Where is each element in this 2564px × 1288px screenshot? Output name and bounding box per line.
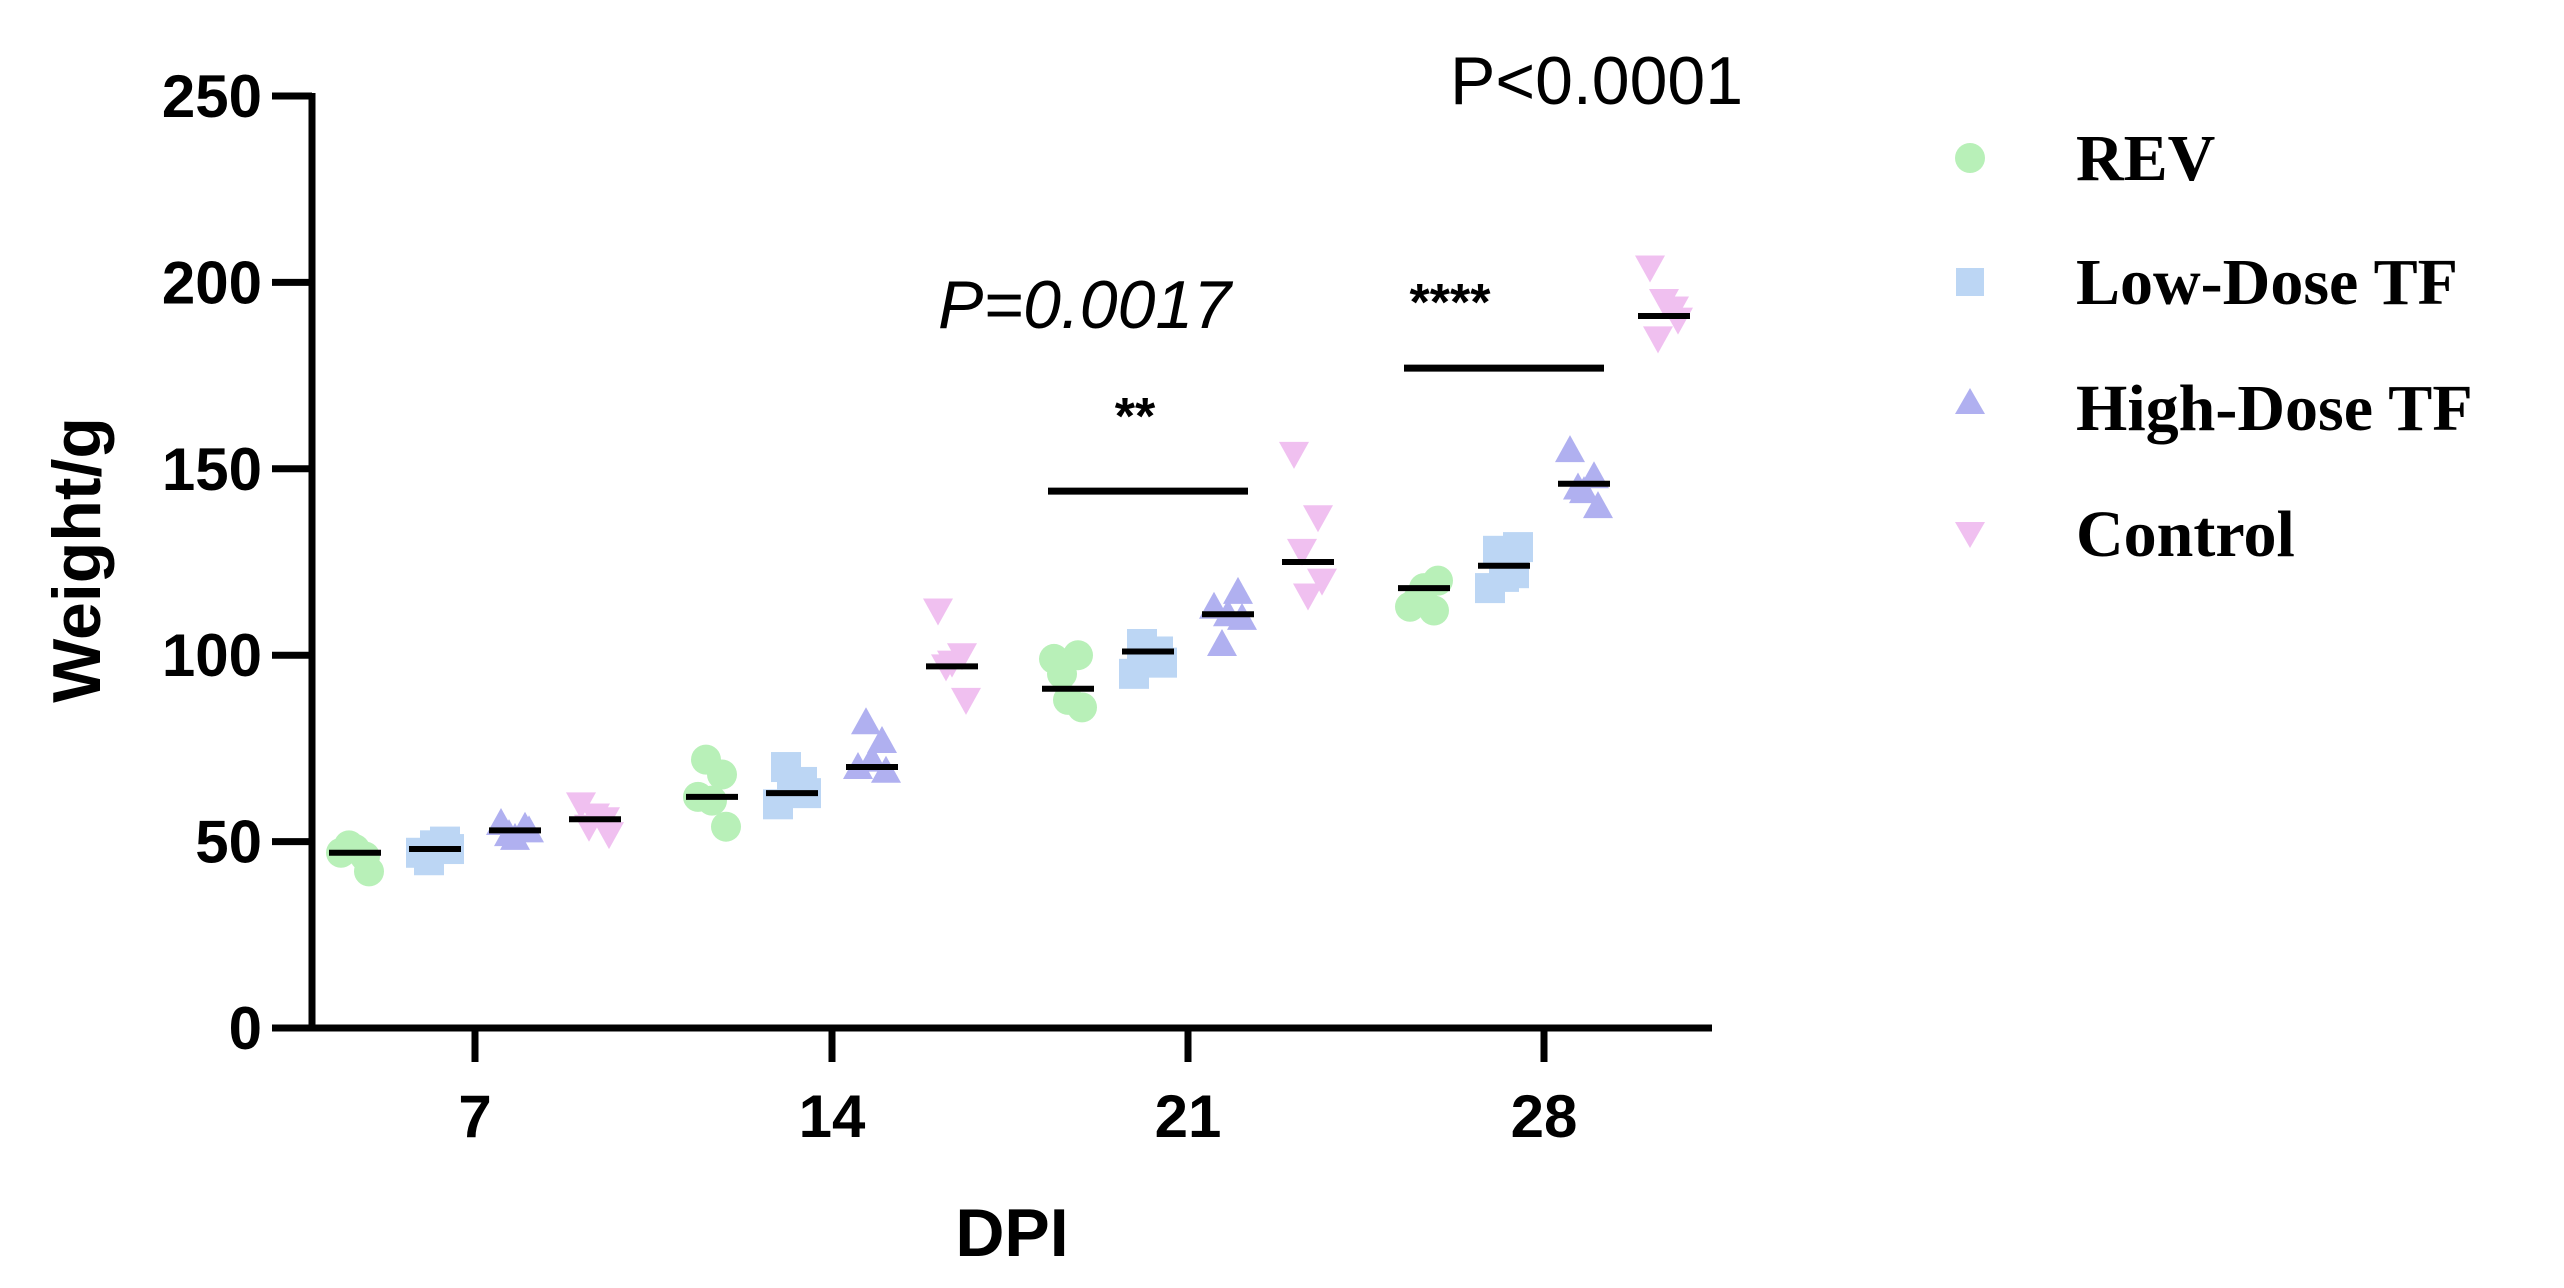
data-point	[1047, 658, 1077, 689]
axes	[272, 93, 1712, 1032]
data-point	[354, 856, 384, 887]
data-point	[566, 792, 596, 820]
data-point	[1649, 289, 1679, 317]
data-point	[1555, 435, 1585, 463]
data-point	[691, 744, 721, 775]
stars-21: **	[1115, 388, 1156, 446]
x-tick-label: 7	[458, 1083, 491, 1150]
legend-item-low-dose-tf: Low-Dose TF	[1956, 246, 2458, 319]
y-tick-label: 150	[162, 436, 262, 503]
data-point	[1503, 532, 1533, 563]
legend-marker-control	[1955, 522, 1985, 548]
y-tick-label: 100	[162, 622, 262, 689]
x-tick-label: 14	[799, 1083, 866, 1150]
data-point	[1635, 255, 1665, 283]
legend-item-high-dose-tf: High-Dose TF	[1955, 372, 2473, 445]
data-point	[1643, 326, 1673, 354]
data-point	[594, 822, 624, 850]
y-tick-label: 250	[162, 63, 262, 130]
x-ticks: 7 14 21 28	[458, 1028, 1577, 1150]
stars-28: ****	[1410, 274, 1492, 332]
data-point	[867, 725, 897, 753]
data-point	[851, 707, 881, 735]
plot-marks	[326, 255, 1693, 887]
y-tick-label: 200	[162, 249, 262, 316]
y-axis-title: Weight/g	[39, 417, 115, 703]
y-ticks: 0 50 100 150 200 250	[162, 63, 312, 1062]
x-tick-label: 28	[1511, 1083, 1578, 1150]
data-point	[500, 822, 530, 850]
legend-label-rev: REV	[2076, 122, 2215, 195]
data-point	[697, 785, 727, 816]
data-point	[1053, 684, 1083, 715]
legend-marker-low-dose-tf	[1956, 268, 1984, 296]
data-point	[923, 598, 953, 626]
overall-p-value: P<0.0001	[1450, 43, 1743, 119]
data-point	[1207, 629, 1237, 657]
data-point	[340, 834, 370, 865]
data-point	[1307, 568, 1337, 596]
data-point	[1223, 576, 1253, 604]
p-value-21: P=0.0017	[938, 267, 1233, 343]
data-point	[420, 830, 450, 861]
legend-marker-rev	[1955, 143, 1985, 173]
data-point	[777, 774, 807, 805]
legend-item-control: Control	[1955, 498, 2295, 571]
legend-label-low-dose-tf: Low-Dose TF	[2076, 246, 2458, 319]
y-tick-label: 0	[229, 995, 262, 1062]
significance-brackets: ** ****	[1048, 274, 1604, 495]
data-point	[1133, 643, 1163, 674]
data-point	[1583, 491, 1613, 519]
y-tick-label: 50	[195, 809, 262, 876]
data-point	[711, 811, 741, 842]
data-point	[1279, 441, 1309, 469]
data-point	[1303, 505, 1333, 533]
legend-label-control: Control	[2076, 498, 2295, 571]
x-tick-label: 21	[1155, 1083, 1222, 1150]
data-point	[1569, 476, 1599, 504]
legend: REV Low-Dose TF High-Dose TF Control	[1955, 122, 2473, 571]
legend-label-high-dose-tf: High-Dose TF	[2076, 372, 2473, 445]
x-axis-title: DPI	[955, 1195, 1068, 1271]
data-point	[1293, 583, 1323, 611]
data-point	[951, 687, 981, 715]
data-point	[1287, 538, 1317, 566]
legend-item-rev: REV	[1955, 122, 2215, 195]
legend-marker-high-dose-tf	[1955, 388, 1985, 414]
